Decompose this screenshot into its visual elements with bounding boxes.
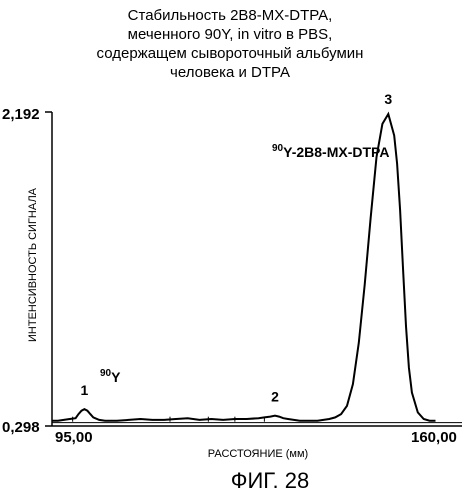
conjugate-label-sup: 90 (272, 143, 284, 154)
y-tick-label-top: 2,192 (2, 106, 40, 123)
y90-label-sup: 90 (100, 368, 112, 379)
chart-title-line-4: человека и DTPA (170, 64, 290, 81)
y-axis-label: ИНТЕНСИВНОСТЬ СИГНАЛА (27, 187, 39, 342)
conjugate-label: 90Y-2B8-MX-DTPA (272, 143, 389, 160)
y90-label-text: Y (111, 369, 121, 385)
chart-title-line-1: Стабильность 2B8-MX-DTPA, (128, 7, 333, 24)
y90-label: 90Y (100, 368, 121, 385)
figure-caption: ФИГ. 28 (231, 468, 309, 493)
conjugate-label-text: Y-2B8-MX-DTPA (283, 144, 389, 160)
peak-label-2: 2 (271, 389, 279, 405)
x-axis-label: РАССТОЯНИЕ (мм) (208, 448, 308, 460)
peak-label-1: 1 (81, 382, 89, 398)
chart-title-line-2: меченного 90Y, in vitro в PBS, (128, 26, 333, 43)
peak-label-3: 3 (384, 91, 392, 107)
x-tick-label-left: 95,00 (55, 429, 93, 446)
y-tick-label-bottom: 0,298 (2, 419, 40, 436)
x-tick-label-right: 160,00 (411, 429, 457, 446)
chart-title-line-3: содержащем сывороточный альбумин (97, 45, 364, 62)
